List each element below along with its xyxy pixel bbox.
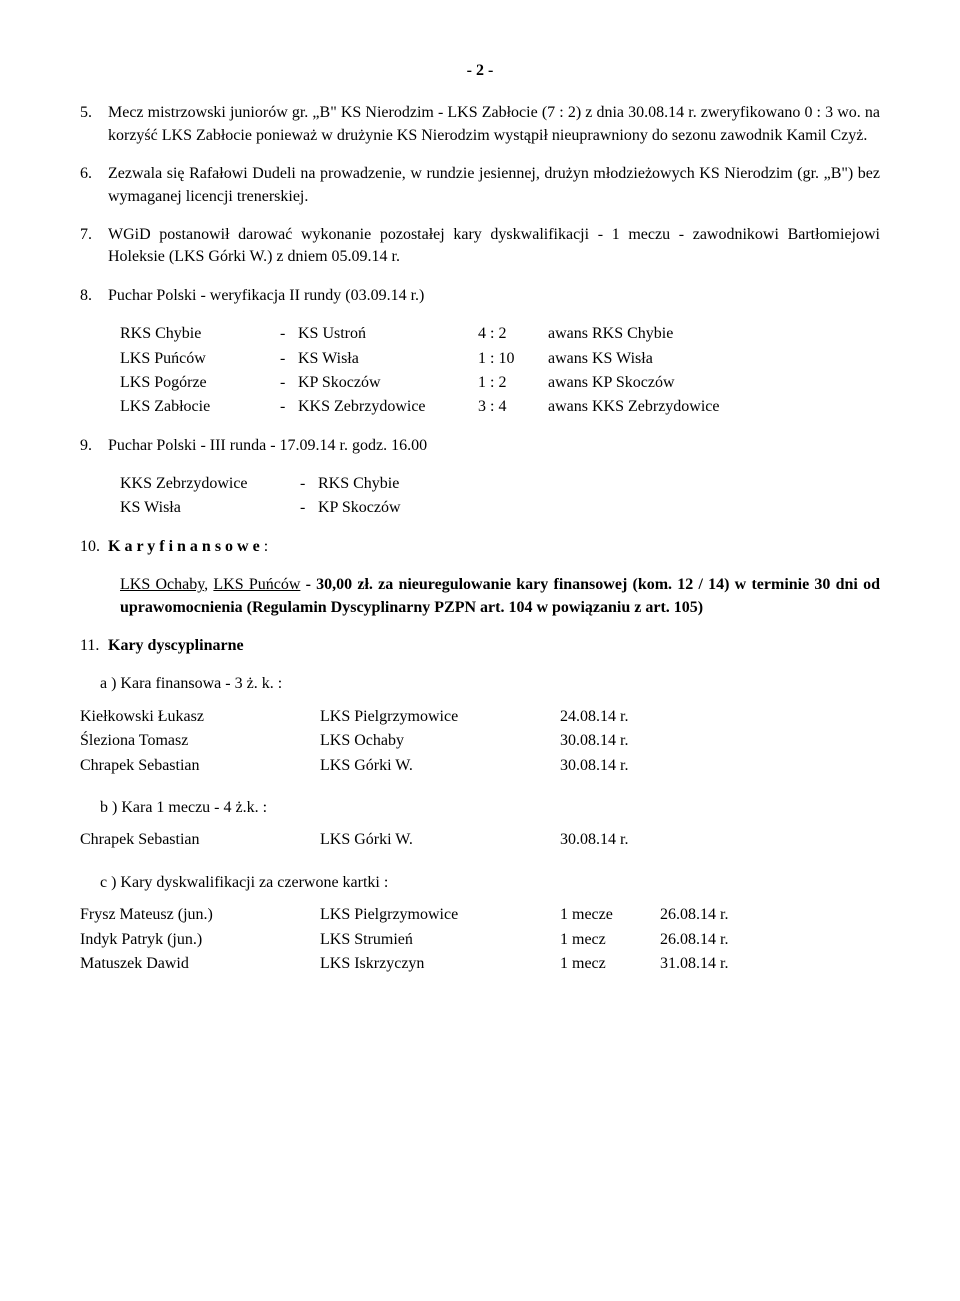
- match-count: 1 mecz: [560, 929, 660, 951]
- penalty-a-header: a ) Kara finansowa - 3 ż. k. :: [100, 673, 880, 695]
- item-number: 8.: [80, 285, 108, 307]
- dash: -: [300, 473, 318, 495]
- player-name: Kiełkowski Łukasz: [80, 706, 320, 728]
- date: 26.08.14 r.: [660, 904, 780, 926]
- team1: KKS Zebrzydowice: [120, 473, 300, 495]
- colon: :: [260, 538, 268, 555]
- item-body: Mecz mistrzowski juniorów gr. „B" KS Nie…: [108, 102, 880, 147]
- team1: LKS Zabłocie: [120, 396, 280, 418]
- player-club: LKS Pielgrzymowice: [320, 904, 560, 926]
- result: awans KS Wisła: [548, 348, 880, 370]
- date: 26.08.14 r.: [660, 929, 780, 951]
- item-10-label: K a r y f i n a n s o w e: [108, 538, 260, 555]
- team1: KS Wisła: [120, 497, 300, 519]
- player-name: Chrapek Sebastian: [80, 829, 320, 851]
- penalty-b-header: b ) Kara 1 meczu - 4 ż.k. :: [100, 797, 880, 819]
- team2: KP Skoczów: [298, 372, 478, 394]
- item-11: 11. Kary dyscyplinarne: [80, 635, 880, 657]
- page-number: - 2 -: [80, 60, 880, 82]
- player-name: Indyk Patryk (jun.): [80, 929, 320, 951]
- item-6: 6. Zezwala się Rafałowi Dudeli na prowad…: [80, 163, 880, 208]
- item-number: 6.: [80, 163, 108, 208]
- table-row: KS Wisła-KP Skoczów: [120, 497, 880, 519]
- player-name: Chrapek Sebastian: [80, 755, 320, 777]
- date: 31.08.14 r.: [660, 953, 780, 975]
- score: 3 : 4: [478, 396, 548, 418]
- team2: KP Skoczów: [318, 497, 478, 519]
- date: 30.08.14 r.: [560, 829, 680, 851]
- table-row: Indyk Patryk (jun.)LKS Strumień1 mecz26.…: [80, 929, 880, 951]
- team2: KKS Zebrzydowice: [298, 396, 478, 418]
- player-name: Frysz Mateusz (jun.): [80, 904, 320, 926]
- item-number: 11.: [80, 635, 108, 657]
- table-row: LKS Zabłocie-KKS Zebrzydowice3 : 4awans …: [120, 396, 880, 418]
- lks-ochaby: LKS Ochaby: [120, 576, 204, 593]
- item-body: Zezwala się Rafałowi Dudeli na prowadzen…: [108, 163, 880, 208]
- team2: RKS Chybie: [318, 473, 478, 495]
- penalty-a-table: Kiełkowski ŁukaszLKS Pielgrzymowice24.08…: [80, 706, 880, 777]
- dash: -: [280, 396, 298, 418]
- score: 4 : 2: [478, 323, 548, 345]
- item-body: Puchar Polski - III runda - 17.09.14 r. …: [108, 435, 880, 457]
- item-body: WGiD postanowił darować wykonanie pozost…: [108, 224, 880, 269]
- player-name: Śleziona Tomasz: [80, 730, 320, 752]
- match-count: 1 mecze: [560, 904, 660, 926]
- table-row: KKS Zebrzydowice-RKS Chybie: [120, 473, 880, 495]
- cup-round2-table: RKS Chybie-KS Ustroń4 : 2awans RKS Chybi…: [120, 323, 880, 419]
- player-name: Matuszek Dawid: [80, 953, 320, 975]
- date: 30.08.14 r.: [560, 755, 680, 777]
- dash: -: [280, 372, 298, 394]
- table-row: Śleziona TomaszLKS Ochaby30.08.14 r.: [80, 730, 880, 752]
- table-row: Chrapek SebastianLKS Górki W.30.08.14 r.: [80, 829, 880, 851]
- team1: RKS Chybie: [120, 323, 280, 345]
- penalty-c-table: Frysz Mateusz (jun.)LKS Pielgrzymowice1 …: [80, 904, 880, 975]
- team2: KS Ustroń: [298, 323, 478, 345]
- team1: LKS Pogórze: [120, 372, 280, 394]
- item-number: 10.: [80, 536, 108, 558]
- player-club: LKS Strumień: [320, 929, 560, 951]
- result: awans KKS Zebrzydowice: [548, 396, 880, 418]
- table-row: Frysz Mateusz (jun.)LKS Pielgrzymowice1 …: [80, 904, 880, 926]
- item-number: 7.: [80, 224, 108, 269]
- item-5: 5. Mecz mistrzowski juniorów gr. „B" KS …: [80, 102, 880, 147]
- item-body: Puchar Polski - weryfikacja II rundy (03…: [108, 285, 880, 307]
- player-club: LKS Górki W.: [320, 829, 560, 851]
- dash: -: [280, 323, 298, 345]
- item-10: 10. K a r y f i n a n s o w e :: [80, 536, 880, 558]
- score: 1 : 10: [478, 348, 548, 370]
- player-club: LKS Ochaby: [320, 730, 560, 752]
- item-body: K a r y f i n a n s o w e :: [108, 536, 880, 558]
- team1: LKS Puńców: [120, 348, 280, 370]
- cup-round3-table: KKS Zebrzydowice-RKS ChybieKS Wisła-KP S…: [120, 473, 880, 520]
- item-8: 8. Puchar Polski - weryfikacja II rundy …: [80, 285, 880, 307]
- date: 30.08.14 r.: [560, 730, 680, 752]
- table-row: Matuszek DawidLKS Iskrzyczyn1 mecz31.08.…: [80, 953, 880, 975]
- item-7: 7. WGiD postanowił darować wykonanie poz…: [80, 224, 880, 269]
- penalty-c-header: c ) Kary dyskwalifikacji za czerwone kar…: [100, 872, 880, 894]
- table-row: Kiełkowski ŁukaszLKS Pielgrzymowice24.08…: [80, 706, 880, 728]
- item-number: 5.: [80, 102, 108, 147]
- table-row: LKS Puńców-KS Wisła1 : 10awans KS Wisła: [120, 348, 880, 370]
- date: 24.08.14 r.: [560, 706, 680, 728]
- team2: KS Wisła: [298, 348, 478, 370]
- table-row: Chrapek SebastianLKS Górki W.30.08.14 r.: [80, 755, 880, 777]
- penalty-b-table: Chrapek SebastianLKS Górki W.30.08.14 r.: [80, 829, 880, 851]
- player-club: LKS Pielgrzymowice: [320, 706, 560, 728]
- score: 1 : 2: [478, 372, 548, 394]
- lks-puncow: LKS Puńców: [213, 576, 300, 593]
- item-number: 9.: [80, 435, 108, 457]
- item-9: 9. Puchar Polski - III runda - 17.09.14 …: [80, 435, 880, 457]
- table-row: LKS Pogórze-KP Skoczów1 : 2awans KP Skoc…: [120, 372, 880, 394]
- item-10-para: LKS Ochaby, LKS Puńców - 30,00 zł. za ni…: [120, 574, 880, 619]
- result: awans KP Skoczów: [548, 372, 880, 394]
- result: awans RKS Chybie: [548, 323, 880, 345]
- comma: ,: [204, 576, 213, 593]
- dash: -: [280, 348, 298, 370]
- player-club: LKS Górki W.: [320, 755, 560, 777]
- item-body: Kary dyscyplinarne: [108, 635, 880, 657]
- player-club: LKS Iskrzyczyn: [320, 953, 560, 975]
- table-row: RKS Chybie-KS Ustroń4 : 2awans RKS Chybi…: [120, 323, 880, 345]
- dash: -: [300, 497, 318, 519]
- match-count: 1 mecz: [560, 953, 660, 975]
